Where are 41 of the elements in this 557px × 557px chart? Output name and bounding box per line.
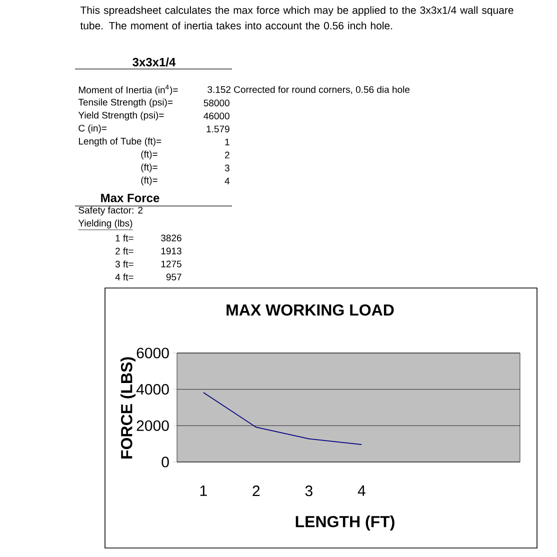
text: 2 <box>224 152 230 158</box>
text: This spreadsheet calculates the max force which may be applied to the 3x3x1/4 wall square tube. The moment of inertia takes into account the 0.56 inch hole. <box>80 6 514 30</box>
x-axis-title: LENGTH (FT) <box>296 516 394 530</box>
text: (ft)= <box>141 164 158 172</box>
text: (ft)= <box>141 176 158 186</box>
text: 1 ft= <box>116 234 134 242</box>
y-tick-label: 2000 <box>136 420 169 431</box>
text: 3 ft= <box>115 260 134 268</box>
text: 3.152 Corrected for round corners, 0.56 dia hole <box>208 86 410 94</box>
text: 1275 <box>161 260 182 268</box>
text: 957 <box>166 274 182 280</box>
y-axis-title: FORCE (LBS) <box>120 357 136 458</box>
text: 46000 <box>204 112 230 120</box>
text: Max Force <box>101 194 160 202</box>
text: 3826 <box>161 234 182 242</box>
x-tick-label: 2 <box>252 486 260 496</box>
text: Tensile Strength (psi)= <box>78 98 172 108</box>
text: 1913 <box>161 248 182 254</box>
text: 1 <box>225 138 230 146</box>
text: Yielding (lbs) <box>78 220 132 228</box>
y-tick-label: 6000 <box>136 348 169 358</box>
line-series <box>202 392 362 446</box>
text: 3x3x1/4 <box>132 58 176 66</box>
text: Safety factor: 2 <box>78 206 143 216</box>
text: 4 ft= <box>115 274 134 280</box>
text: 58000 <box>204 100 230 106</box>
x-tick-label: 1 <box>200 486 207 496</box>
text: 1.579 <box>206 126 230 132</box>
text: 4 <box>224 178 230 184</box>
text: 2 ft= <box>116 248 134 254</box>
text: (ft)= <box>141 150 158 160</box>
x-tick-label: 3 <box>305 486 312 496</box>
y-tick-label: 4000 <box>136 384 169 395</box>
text: C (in)= <box>78 124 106 134</box>
text: 3 <box>224 164 230 172</box>
text: Yield Strength (psi)= <box>78 112 164 120</box>
y-tick-label: 0 <box>162 456 169 468</box>
text: Length of Tube (ft)= <box>78 138 162 146</box>
chart-title: MAX WORKING LOAD <box>226 304 394 316</box>
x-tick-label: 4 <box>358 486 366 496</box>
text: Moment of Inertia (in$^{4}$)= <box>78 84 178 96</box>
